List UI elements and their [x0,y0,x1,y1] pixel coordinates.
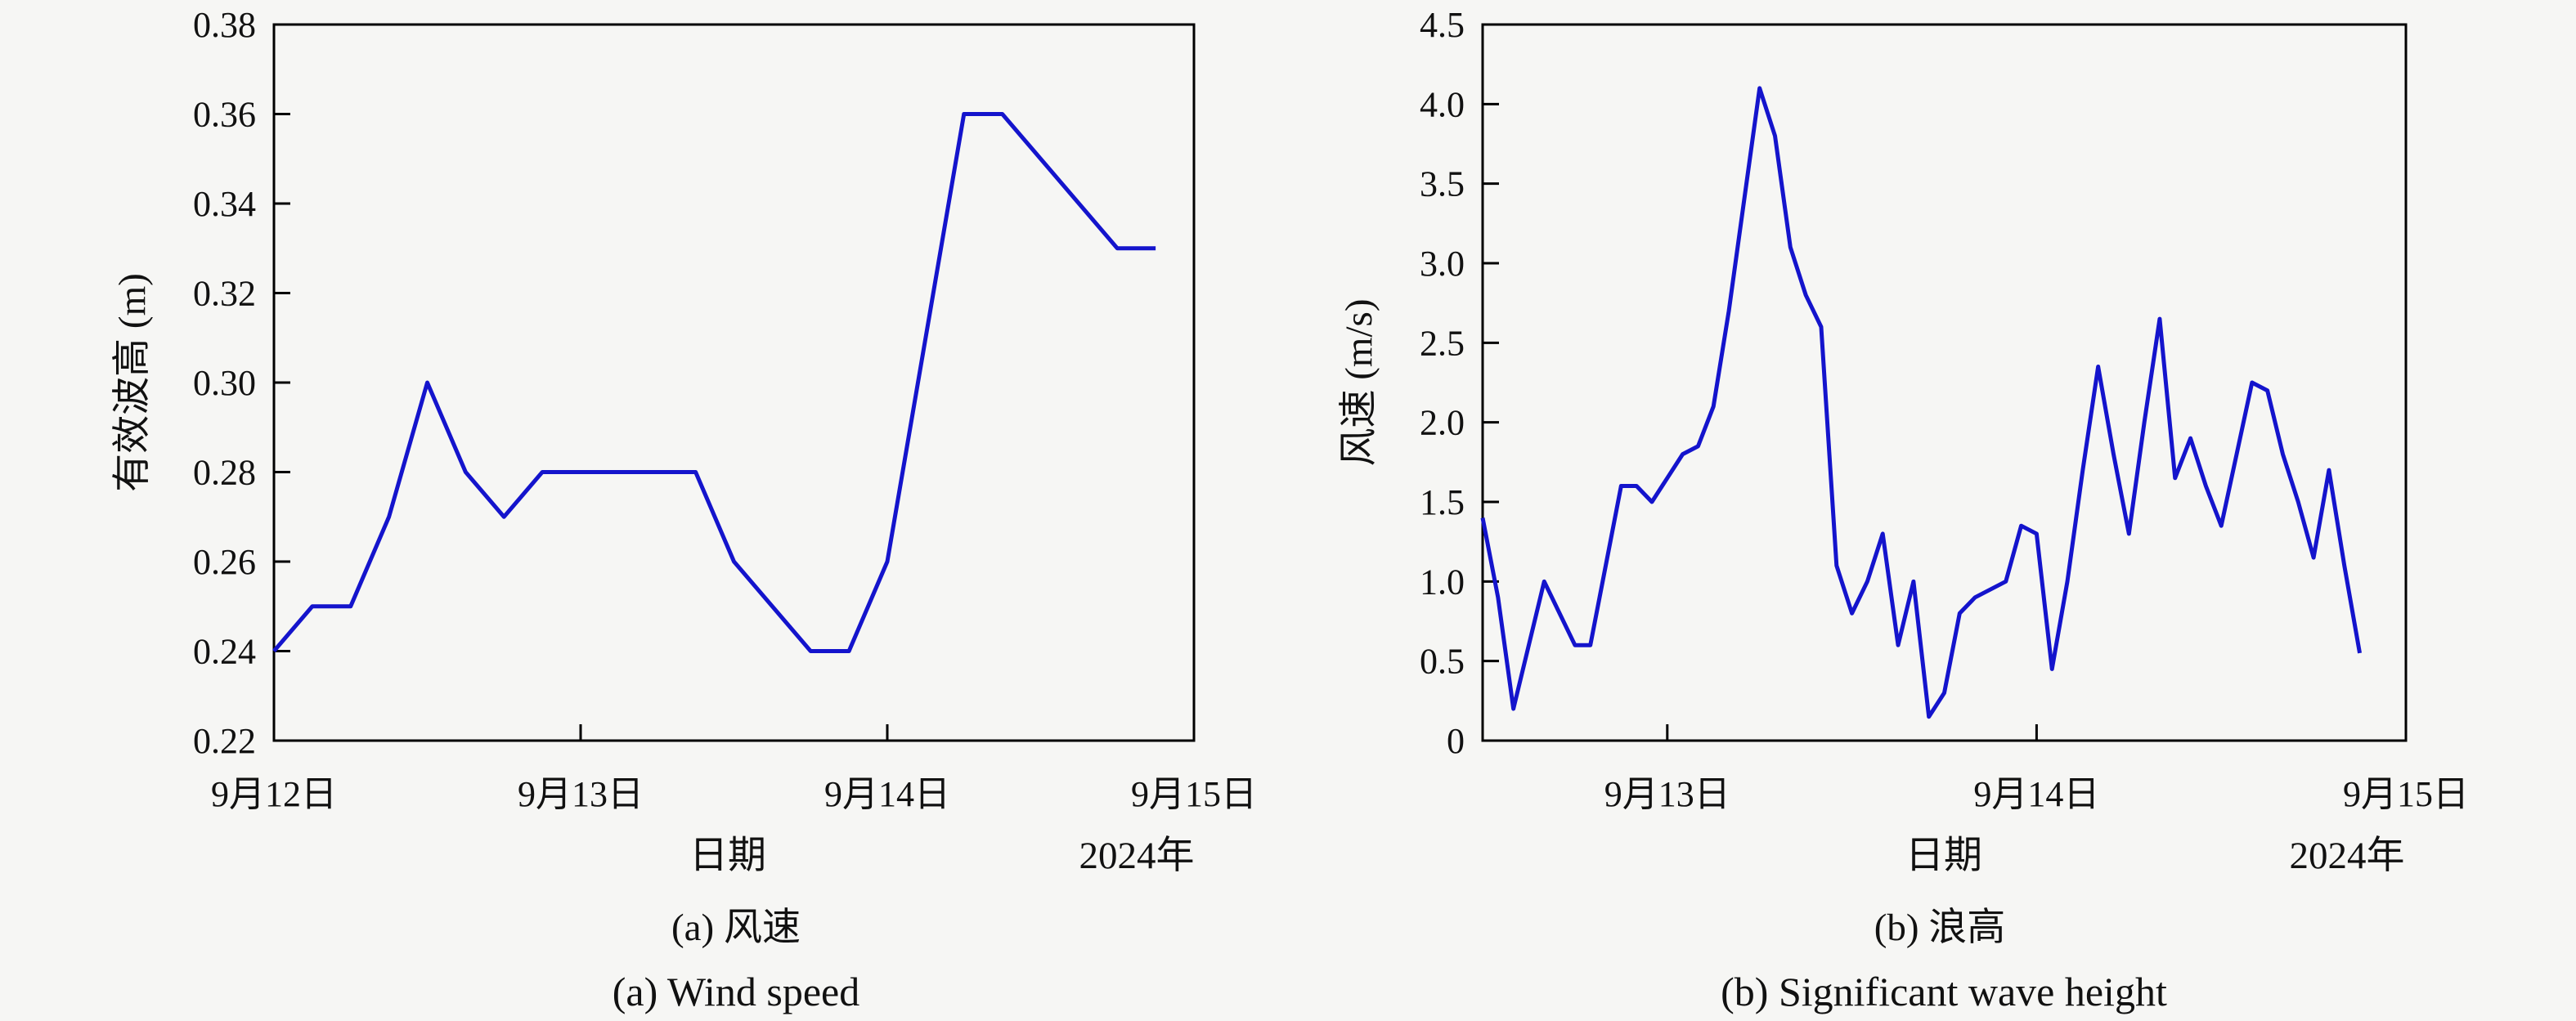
y-tick-label-a: 0.30 [193,363,256,403]
y-tick-label-b: 0 [1447,721,1465,761]
x-tick-label-b: 9月13日 [1604,774,1730,814]
panel-b-caption-zh: (b) 浪高 [1874,907,2006,949]
y-tick-label-b: 1.0 [1420,562,1465,602]
y-tick-label-b: 2.0 [1420,403,1465,443]
x-tick-label-a: 9月13日 [518,774,644,814]
x-tick-label-b: 9月14日 [1973,774,2099,814]
panel-a-caption-zh: (a) 风速 [671,907,801,949]
plot-box-a [272,23,1196,742]
panel-a-x-axis-label: 日期 [689,835,766,877]
y-tick-label-b: 3.5 [1420,164,1465,204]
y-tick-label-b: 3.0 [1420,244,1465,284]
panel-a-axes: 0.22 0.24 0.26 0.28 0.30 0.32 0.34 0.36 0.38 9月12… [193,5,1257,814]
series-line-a [272,112,1156,653]
y-tick-label-b: 4.5 [1420,5,1465,45]
panel-b-y-axis-label: 风速 (m/s) [1338,299,1380,467]
y-tick-label-a: 0.36 [193,94,256,134]
x-tick-label-a: 9月12日 [211,774,337,814]
y-tick-label-a: 0.38 [193,5,256,45]
panel-b-x-axis-label: 日期 [1905,835,1982,877]
plot-box-b [1481,23,2408,742]
panel-a-y-axis-label: 有效波高 (m) [111,273,154,492]
panel-a-caption-en: (a) Wind speed [613,969,860,1014]
x-tick-label-a: 9月14日 [824,774,950,814]
panel-b: 0 0.5 1.0 1.5 2.0 2.5 3.0 3.5 4.0 4.5 9月13日 9月14日 9月… [1338,5,2469,1014]
panel-b-caption-en: (b) Significant wave height [1721,969,2167,1014]
y-tick-label-a: 0.32 [193,273,256,313]
y-tick-label-b: 0.5 [1420,642,1465,682]
panel-b-axes: 0 0.5 1.0 1.5 2.0 2.5 3.0 3.5 4.0 4.5 9月13日 9月14日 9月… [1420,5,2469,814]
y-tick-label-b: 2.5 [1420,323,1465,363]
x-tick-label-b: 9月15日 [2343,774,2469,814]
y-tick-label-a: 0.24 [193,631,256,671]
y-tick-label-b: 1.5 [1420,482,1465,522]
y-tick-label-b: 4.0 [1420,84,1465,124]
y-tick-label-a: 0.26 [193,542,256,582]
series-line-b [1480,86,2363,719]
panel-a: 0.22 0.24 0.26 0.28 0.30 0.32 0.34 0.36 0.38 9月12… [111,5,1257,1014]
panel-a-year-label: 2024年 [1079,835,1195,877]
y-tick-label-a: 0.34 [193,184,256,224]
panel-b-year-label: 2024年 [2290,835,2405,877]
y-tick-label-a: 0.28 [193,452,256,492]
x-tick-label-a: 9月15日 [1131,774,1257,814]
y-tick-label-a: 0.22 [193,721,256,761]
